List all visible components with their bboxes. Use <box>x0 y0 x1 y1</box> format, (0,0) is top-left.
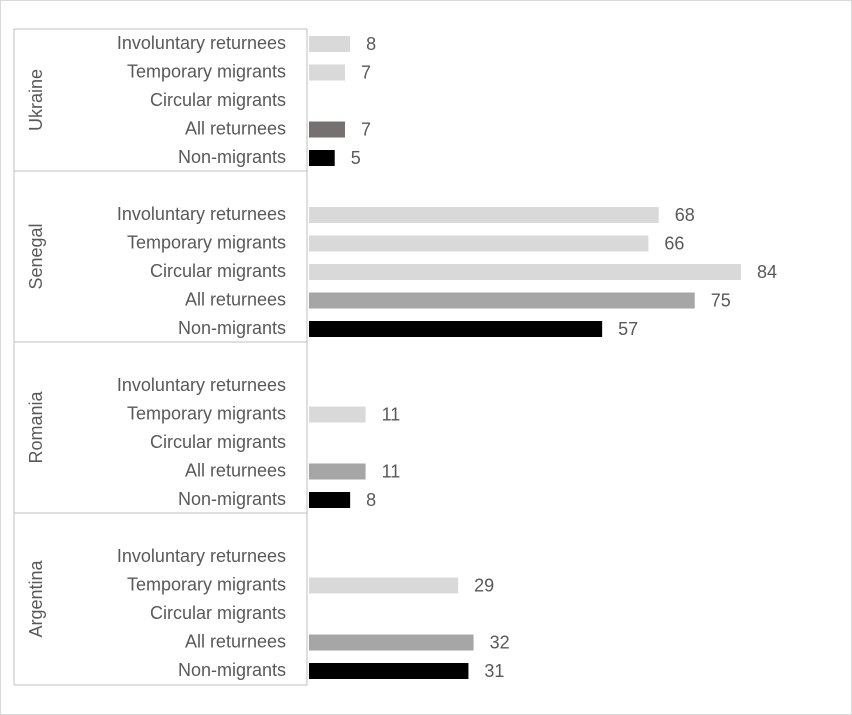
value-label: 31 <box>484 661 504 681</box>
value-label: 75 <box>711 290 731 310</box>
bar <box>309 406 366 423</box>
category-label: Involuntary returnees <box>117 204 286 224</box>
value-label: 8 <box>366 34 376 54</box>
bar <box>309 150 335 166</box>
category-label: All returnees <box>185 631 286 651</box>
category-label: Temporary migrants <box>127 232 286 252</box>
value-label: 7 <box>361 62 371 82</box>
bar <box>309 121 345 138</box>
value-label: 29 <box>474 575 494 595</box>
category-label: All returnees <box>185 118 286 138</box>
value-label: 68 <box>675 205 695 225</box>
category-label: Non-migrants <box>178 660 286 680</box>
bar <box>309 492 351 508</box>
bar <box>309 463 366 480</box>
category-label: All returnees <box>185 289 286 309</box>
category-label: Circular migrants <box>150 90 286 110</box>
category-label: Temporary migrants <box>127 403 286 423</box>
bar <box>309 634 474 651</box>
value-label: 11 <box>382 404 401 424</box>
bar <box>309 64 345 81</box>
category-label: Non-migrants <box>178 318 286 338</box>
bar <box>309 292 695 309</box>
category-label: Temporary migrants <box>127 61 286 81</box>
group-label: Romania <box>26 390 46 463</box>
value-label: 8 <box>366 490 376 510</box>
value-label: 5 <box>351 148 361 168</box>
category-label: Involuntary returnees <box>117 546 286 566</box>
value-label: 66 <box>664 233 684 253</box>
bar <box>309 235 649 252</box>
bar <box>309 663 469 679</box>
bar <box>309 207 659 223</box>
category-label: Non-migrants <box>178 489 286 509</box>
category-label: All returnees <box>185 460 286 480</box>
group-label: Argentina <box>26 559 46 637</box>
value-label: 11 <box>382 461 401 481</box>
category-label: Circular migrants <box>150 603 286 623</box>
category-label: Non-migrants <box>178 147 286 167</box>
category-label: Involuntary returnees <box>117 375 286 395</box>
bar <box>309 321 603 337</box>
bar <box>309 264 741 280</box>
category-label: Temporary migrants <box>127 574 286 594</box>
category-label: Circular migrants <box>150 261 286 281</box>
group-label: Senegal <box>26 223 46 289</box>
value-label: 32 <box>490 632 510 652</box>
value-label: 57 <box>618 319 638 339</box>
bar <box>309 577 459 594</box>
category-label: Circular migrants <box>150 432 286 452</box>
group-label: Ukraine <box>26 69 46 131</box>
value-label: 7 <box>361 119 371 139</box>
bar <box>309 36 351 52</box>
value-label: 84 <box>757 262 777 282</box>
category-label: Involuntary returnees <box>117 33 286 53</box>
